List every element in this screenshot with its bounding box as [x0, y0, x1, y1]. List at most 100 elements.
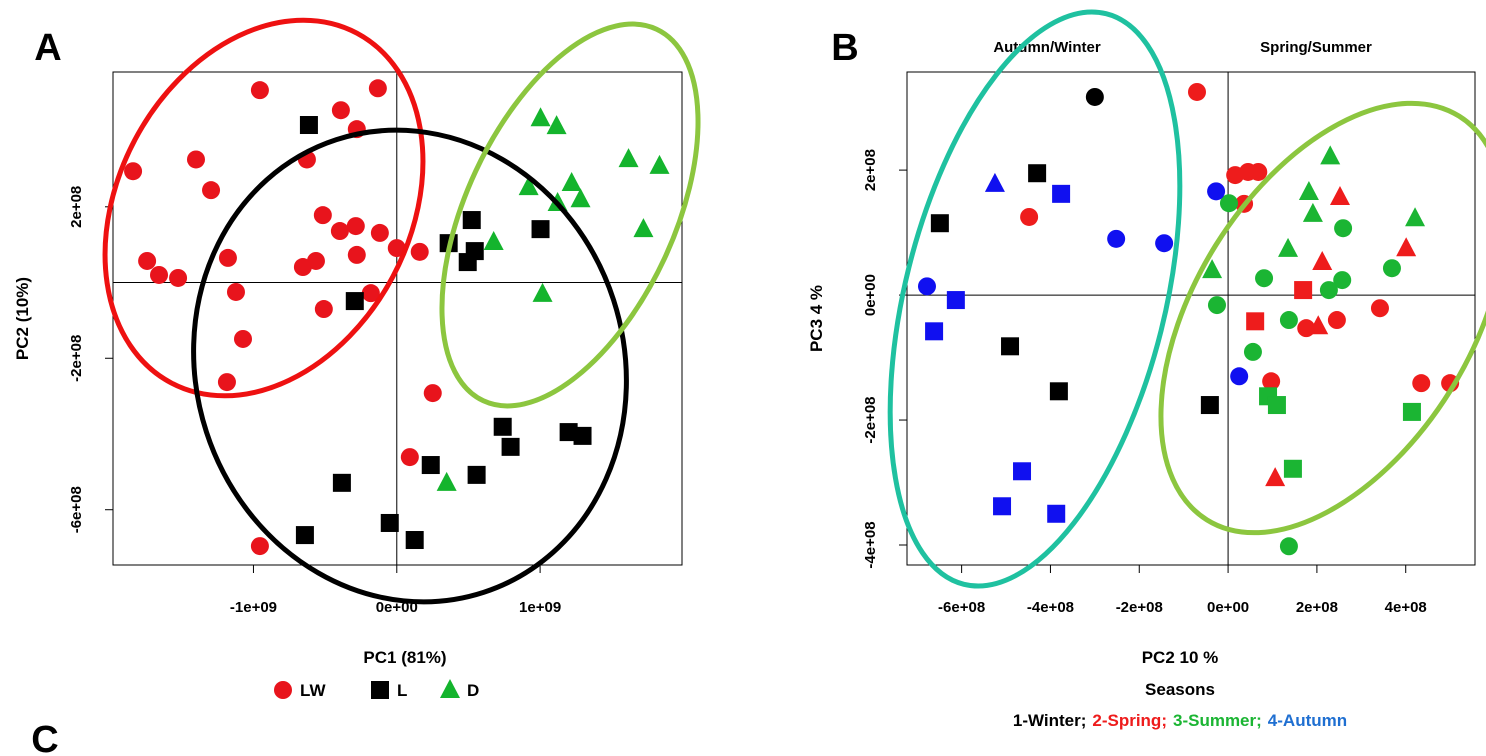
y-tick-label: -4e+08 [862, 521, 879, 568]
point [345, 292, 364, 311]
point [1262, 372, 1281, 391]
point [559, 423, 578, 442]
legend-marker [371, 681, 389, 699]
point [370, 223, 389, 242]
point [984, 172, 1005, 192]
point [306, 251, 325, 270]
point [483, 231, 504, 251]
point [250, 537, 269, 556]
point [1255, 269, 1274, 288]
point [217, 373, 236, 392]
point [518, 176, 539, 196]
x-tick-label: 0e+00 [1207, 599, 1249, 616]
x-tick-label: 4e+08 [1385, 599, 1427, 616]
point [186, 150, 205, 169]
point [1312, 250, 1333, 270]
point [1200, 396, 1219, 415]
x-axis-label: PC1 (81%) [363, 648, 446, 667]
point [925, 322, 944, 341]
point [1219, 194, 1238, 213]
point [546, 115, 567, 135]
panel-label: A [34, 27, 61, 69]
point [993, 497, 1012, 516]
point [1207, 182, 1226, 201]
point [400, 448, 419, 467]
point [1001, 337, 1020, 356]
point [1283, 459, 1302, 478]
point [368, 79, 387, 98]
point [436, 471, 457, 491]
point [421, 456, 440, 475]
y-axis-label: PC3 4 % [807, 285, 826, 352]
panel-label: C [31, 719, 58, 756]
point [1267, 396, 1286, 415]
point [1302, 202, 1323, 222]
point [1402, 402, 1421, 421]
x-tick-label: 1e+09 [519, 599, 561, 616]
plot-frame [906, 71, 1476, 566]
point [150, 265, 169, 284]
point [467, 465, 486, 484]
point [1049, 382, 1068, 401]
legend-label: LW [300, 681, 326, 700]
point [1298, 180, 1319, 200]
point [423, 384, 442, 403]
legend-title: Seasons [1145, 680, 1215, 699]
legend-marker [440, 679, 460, 698]
point [1202, 259, 1223, 279]
point [618, 148, 639, 168]
point [1334, 219, 1353, 238]
point [1396, 237, 1417, 257]
point [462, 211, 481, 230]
ellipse-autumn-winter [887, 9, 1183, 589]
point [330, 222, 349, 241]
point [1013, 462, 1032, 481]
point [405, 531, 424, 550]
point [1294, 281, 1313, 300]
ellipse-lw [102, 17, 426, 399]
point [226, 282, 245, 301]
point [633, 218, 654, 238]
point [1187, 82, 1206, 101]
point [561, 171, 582, 191]
point [532, 282, 553, 302]
legend-label: D [467, 681, 479, 700]
point [1320, 145, 1341, 165]
point [202, 181, 221, 200]
point [493, 417, 512, 436]
point [361, 284, 380, 303]
y-tick-label: 2e+08 [68, 186, 85, 228]
point [346, 217, 365, 236]
point [138, 251, 157, 270]
point [169, 268, 188, 287]
point [1333, 271, 1352, 290]
point [332, 473, 351, 492]
point [570, 188, 591, 208]
point [930, 214, 949, 233]
point [1412, 374, 1431, 393]
x-tick-label: -4e+08 [1027, 599, 1074, 616]
ellipse-l [191, 127, 629, 605]
point [531, 220, 550, 239]
x-axis-label: PC2 10 % [1142, 648, 1219, 667]
point [299, 116, 318, 135]
point [1230, 367, 1249, 386]
legend-marker [274, 681, 292, 699]
y-tick-label: -2e+08 [68, 335, 85, 382]
x-tick-label: -1e+09 [230, 599, 277, 616]
y-tick-label: 0e+00 [862, 274, 879, 316]
legend-label: L [397, 681, 407, 700]
point [295, 526, 314, 545]
point [347, 245, 366, 264]
point [233, 329, 252, 348]
point [1243, 342, 1262, 361]
point [1107, 229, 1126, 248]
point [530, 107, 551, 127]
point [387, 239, 406, 258]
point [1327, 311, 1346, 330]
legend: 1-Winter; 2-Spring; 3-Summer; 4-Autumn [1013, 711, 1347, 730]
y-tick-label: -6e+08 [68, 486, 85, 533]
x-tick-label: -2e+08 [1116, 599, 1163, 616]
point [1279, 537, 1298, 556]
